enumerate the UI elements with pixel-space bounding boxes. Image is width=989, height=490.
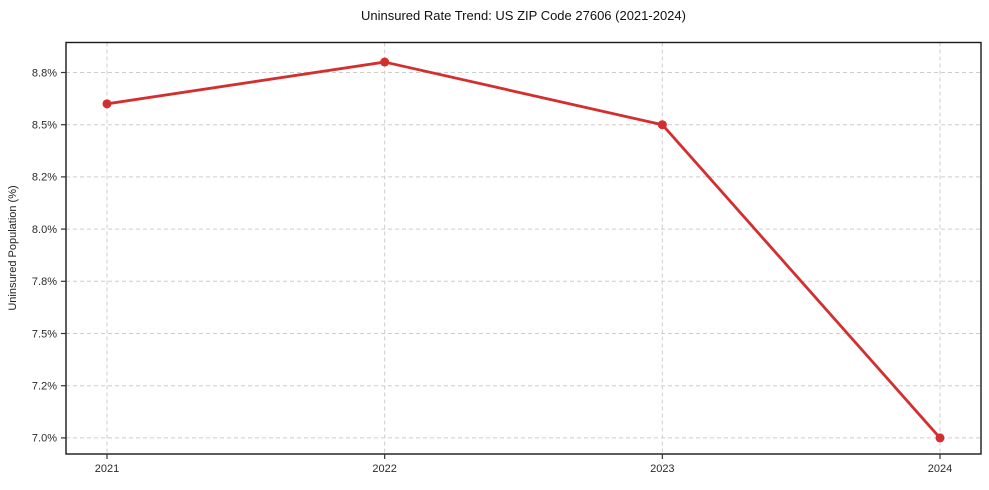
- trend-line: [105, 60, 942, 440]
- y-tick-label: 8.5%: [32, 120, 57, 132]
- y-tick-label: 7.8%: [32, 276, 57, 288]
- x-tick-label: 2023: [650, 463, 674, 475]
- x-tick-label: 2022: [372, 463, 396, 475]
- x-tick-label: 2024: [928, 463, 952, 475]
- y-tick-label: 7.2%: [32, 381, 57, 393]
- data-point-2022: [380, 57, 390, 67]
- y-tick-label: 8.8%: [32, 67, 57, 79]
- y-tick-label: 8.2%: [32, 172, 57, 184]
- plot-border: [65, 41, 982, 455]
- y-tick-label: 8.0%: [32, 224, 57, 236]
- chart-title: Uninsured Rate Trend: US ZIP Code 27606 …: [361, 8, 686, 23]
- data-point-2024: [935, 433, 945, 443]
- data-point-2023: [657, 120, 667, 130]
- x-tick-label: 2021: [95, 463, 119, 475]
- y-tick-label: 7.5%: [32, 328, 57, 340]
- y-tick-label: 7.0%: [32, 433, 57, 445]
- data-point-2021: [102, 99, 112, 109]
